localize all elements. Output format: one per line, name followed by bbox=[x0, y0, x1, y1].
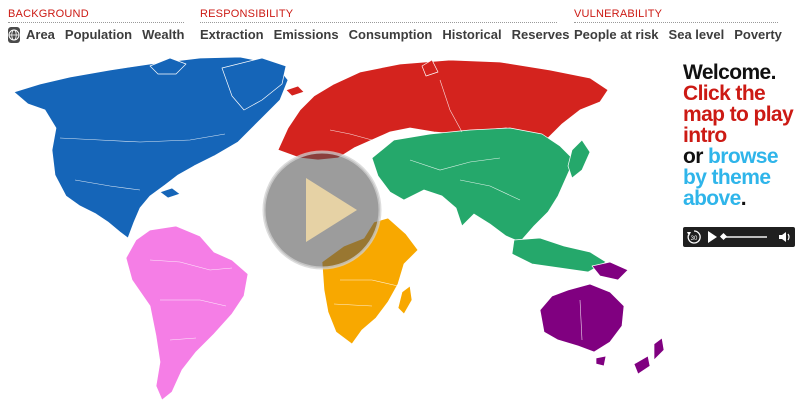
welcome-instruction: Click the map to play intro bbox=[683, 82, 794, 147]
region-caribbean[interactable] bbox=[159, 187, 181, 199]
region-south-america[interactable] bbox=[125, 225, 249, 400]
nav-item-area[interactable]: Area bbox=[26, 27, 55, 42]
progress-slider[interactable] bbox=[719, 227, 767, 247]
nav-item-wealth[interactable]: Wealth bbox=[142, 27, 185, 42]
welcome-message: Welcome. Click the map to play intro or … bbox=[683, 62, 798, 209]
nav-item-poverty[interactable]: Poverty bbox=[734, 27, 782, 42]
region-new-guinea[interactable] bbox=[591, 261, 629, 281]
audio-player: 30 bbox=[683, 227, 795, 247]
region-asia[interactable] bbox=[371, 127, 575, 243]
welcome-browse-line: or browse by theme above. bbox=[683, 145, 779, 210]
region-novaya-zemlya[interactable] bbox=[421, 59, 439, 77]
region-madagascar[interactable] bbox=[397, 285, 413, 315]
play-small-icon bbox=[708, 231, 717, 243]
region-tasmania[interactable] bbox=[595, 355, 607, 367]
browse-link[interactable]: browse by theme above bbox=[683, 145, 779, 210]
nav-item-reserves[interactable]: Reserves bbox=[511, 27, 570, 42]
play-button[interactable] bbox=[705, 227, 719, 247]
region-southeast-asia-islands[interactable] bbox=[511, 237, 607, 273]
nav-item-extraction[interactable]: Extraction bbox=[200, 27, 264, 42]
nav-item-people-at-risk[interactable]: People at risk bbox=[574, 27, 659, 42]
region-australia[interactable] bbox=[539, 283, 625, 353]
nav-item-consumption[interactable]: Consumption bbox=[348, 27, 433, 42]
globe-icon[interactable] bbox=[8, 27, 20, 43]
play-intro-button[interactable] bbox=[262, 150, 382, 270]
speaker-icon bbox=[779, 232, 790, 242]
welcome-heading: Welcome. bbox=[683, 61, 776, 84]
nav-group-responsibility: RESPONSIBILITY Extraction Emissions Cons… bbox=[200, 0, 569, 43]
nav-group-vulnerability: VULNERABILITY People at risk Sea level P… bbox=[574, 0, 782, 43]
progress-thumb[interactable] bbox=[719, 232, 728, 241]
rewind-30-icon: 30 bbox=[687, 230, 701, 244]
volume-button[interactable] bbox=[775, 227, 795, 247]
nav-item-population[interactable]: Population bbox=[64, 27, 133, 42]
nav-item-historical[interactable]: Historical bbox=[442, 27, 502, 42]
nav-group-title: RESPONSIBILITY bbox=[200, 0, 557, 23]
rewind-30-button[interactable]: 30 bbox=[683, 227, 705, 247]
play-icon bbox=[262, 150, 382, 270]
nav-group-title: BACKGROUND bbox=[8, 0, 184, 23]
region-north-america[interactable] bbox=[13, 56, 289, 239]
region-iceland[interactable] bbox=[285, 85, 305, 97]
nav-group-title: VULNERABILITY bbox=[574, 0, 778, 23]
progress-track bbox=[721, 236, 767, 238]
svg-text:30: 30 bbox=[691, 236, 698, 242]
country-borders bbox=[59, 79, 583, 341]
nav-item-emissions[interactable]: Emissions bbox=[273, 27, 339, 42]
region-new-zealand[interactable] bbox=[633, 337, 665, 375]
region-japan[interactable] bbox=[567, 139, 591, 179]
nav-item-sea-level[interactable]: Sea level bbox=[668, 27, 725, 42]
region-greenland[interactable] bbox=[221, 57, 287, 111]
nav-group-background: BACKGROUND Area Population Wealth bbox=[8, 0, 184, 43]
region-europe-russia[interactable] bbox=[277, 59, 609, 161]
region-arctic-islands[interactable] bbox=[149, 57, 187, 75]
